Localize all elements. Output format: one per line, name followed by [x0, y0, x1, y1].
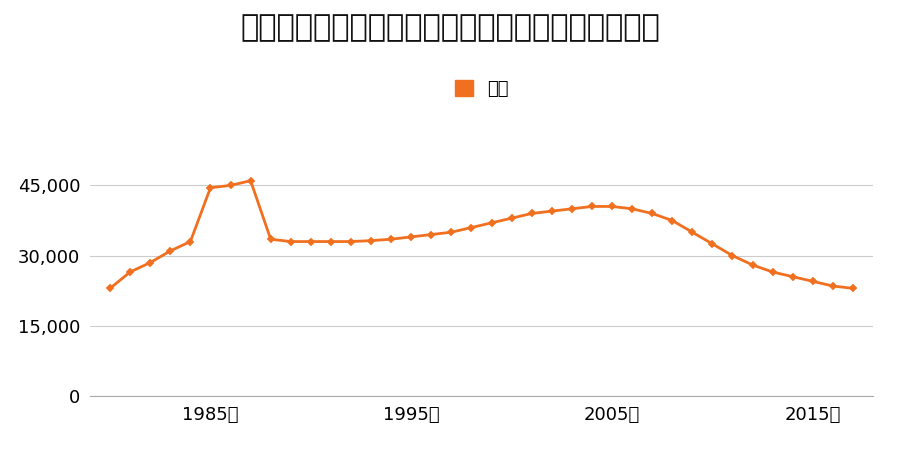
- Text: 青森県青森市大字大矢沢字里見７０４番の地価推移: 青森県青森市大字大矢沢字里見７０４番の地価推移: [240, 14, 660, 42]
- Legend: 価格: 価格: [447, 73, 516, 105]
